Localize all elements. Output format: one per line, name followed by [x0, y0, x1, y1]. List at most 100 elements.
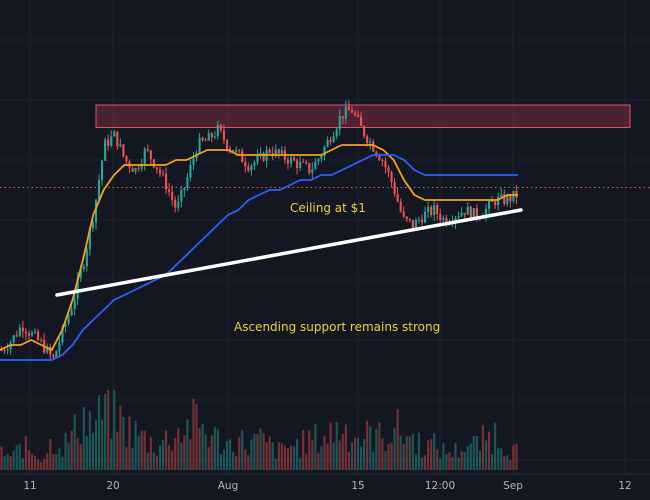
volume-bar	[399, 435, 402, 470]
candle-body	[186, 177, 189, 189]
volume-bar	[481, 425, 485, 470]
volume-bar	[314, 424, 317, 470]
volume-bar	[198, 428, 201, 470]
candle-body	[439, 214, 442, 221]
candle-body	[49, 346, 52, 355]
volume-bar	[97, 395, 101, 470]
candle-body	[472, 208, 475, 219]
volume-bar	[250, 439, 253, 470]
candle-body	[6, 349, 9, 351]
candle-body	[158, 169, 162, 174]
candle-body	[402, 211, 405, 217]
volume-bar	[512, 445, 515, 470]
volume-bar	[137, 436, 140, 470]
candle-body	[40, 339, 43, 341]
candle-body	[509, 195, 512, 202]
volume-bar	[460, 451, 463, 470]
volume-bar	[110, 438, 113, 470]
volume-bar	[286, 448, 290, 470]
candle-body	[393, 182, 396, 194]
volume-bar	[143, 430, 146, 470]
volume-bar	[33, 455, 37, 470]
volume-bar	[338, 440, 341, 470]
candle-body	[161, 173, 165, 175]
candle-body	[219, 124, 222, 131]
candle-body	[320, 156, 323, 159]
candle-body	[24, 331, 27, 334]
volume-bar	[46, 453, 49, 470]
candle-body	[3, 350, 6, 352]
volume-bar	[363, 438, 366, 470]
candle-body	[107, 139, 110, 146]
candle-body	[91, 222, 95, 229]
volume-bar	[500, 448, 503, 470]
volume-bar	[393, 427, 396, 470]
volume-bar	[204, 434, 207, 470]
candle-body	[378, 155, 381, 161]
candle-body	[466, 206, 469, 215]
candle-body	[436, 205, 439, 215]
volume-bar	[487, 431, 491, 470]
volume-bar	[149, 437, 152, 470]
volume-bar	[27, 450, 31, 470]
candle-body	[164, 173, 168, 190]
candle-body	[387, 167, 390, 173]
volume-bar	[146, 452, 149, 470]
volume-bar	[37, 459, 40, 470]
volume-bar	[177, 428, 180, 470]
volume-bar	[189, 439, 192, 470]
volume-bar	[350, 442, 354, 470]
candle-body	[256, 155, 259, 163]
candle-body	[262, 152, 265, 161]
volume-bar	[192, 398, 195, 470]
volume-bar	[122, 416, 125, 470]
volume-bar	[411, 434, 414, 470]
volume-bar	[43, 458, 46, 470]
volume-bar	[344, 424, 347, 470]
volume-bar	[356, 437, 360, 470]
volume-bar	[332, 442, 335, 470]
volume-bar	[506, 455, 509, 470]
volume-bar	[475, 435, 478, 470]
volume-bar	[12, 450, 15, 470]
candle-body	[250, 165, 253, 171]
candle-body	[323, 146, 326, 157]
volume-bar	[0, 446, 3, 470]
candle-body	[512, 190, 515, 202]
candle-body	[366, 136, 369, 144]
volume-bar	[341, 433, 344, 470]
volume-bar	[131, 447, 134, 470]
volume-bar	[238, 437, 241, 470]
candle-body	[390, 172, 393, 183]
x-tick-label: 12:00	[424, 480, 456, 492]
volume-bar	[161, 439, 165, 470]
candle-body	[201, 137, 204, 141]
volume-bar	[451, 457, 454, 470]
candle-body	[27, 333, 31, 336]
volume-bar	[52, 454, 55, 470]
volume-bar	[195, 403, 198, 470]
volume-bar	[247, 455, 250, 470]
candle-body	[18, 327, 21, 337]
volume-bar	[85, 435, 88, 470]
volume-bar	[335, 422, 338, 470]
candle-body	[372, 141, 375, 152]
candle-body	[37, 331, 40, 340]
candle-body	[101, 160, 104, 181]
resistance-zone	[95, 104, 631, 128]
candle-body	[152, 159, 155, 168]
resistance-zone-label: Ceiling at $1	[290, 201, 366, 215]
candle-body	[238, 149, 241, 151]
volume-bar	[280, 443, 283, 470]
volume-bar	[503, 456, 506, 470]
candle-body	[338, 116, 341, 130]
candle-body	[280, 150, 283, 154]
volume-bar	[88, 410, 91, 470]
candle-body	[454, 217, 457, 223]
candle-body	[311, 169, 314, 173]
candle-body	[76, 278, 79, 299]
volume-bar	[439, 458, 442, 470]
x-tick-label: Aug	[217, 480, 239, 492]
